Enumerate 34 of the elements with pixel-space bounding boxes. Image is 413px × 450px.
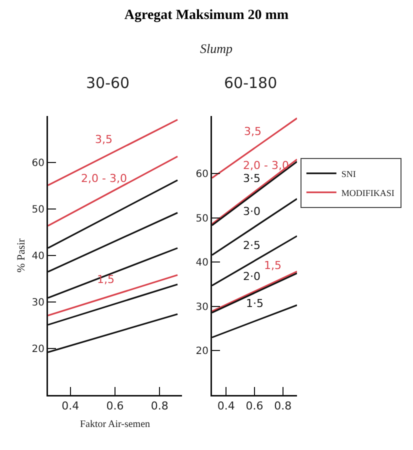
x-tick-label: 0.4 bbox=[62, 400, 80, 413]
annotation: 2·0 bbox=[243, 270, 260, 283]
annotation: 1·5 bbox=[246, 297, 264, 310]
annotation: 2,0 - 3,0 bbox=[81, 172, 127, 185]
annotation: 3,5 bbox=[95, 133, 112, 146]
y-tick-label: 40 bbox=[32, 251, 44, 262]
x-tick-label: 0.6 bbox=[106, 400, 124, 413]
x-tick-label: 0.8 bbox=[150, 400, 168, 413]
legend-label: MODIFIKASI bbox=[341, 188, 394, 198]
y-tick-label: 60 bbox=[32, 158, 44, 169]
y-tick-label: 20 bbox=[196, 346, 208, 358]
annotation: 3,5 bbox=[244, 125, 262, 138]
annotation: 2·5 bbox=[243, 239, 260, 252]
x-tick-label: 0.4 bbox=[217, 400, 235, 413]
y-tick-label: 60 bbox=[196, 169, 208, 180]
y-tick-label: 50 bbox=[32, 204, 44, 216]
annotation: 3·5 bbox=[243, 172, 260, 185]
y-tick-label: 40 bbox=[196, 258, 208, 269]
annotation: 3·0 bbox=[243, 205, 260, 218]
annotation: 1,5 bbox=[264, 259, 282, 272]
chart-subtitle: 60-180 bbox=[224, 74, 278, 92]
x-tick-label: 0.6 bbox=[246, 400, 264, 413]
chart-subtitle: 30-60 bbox=[86, 74, 130, 92]
chart-title: Agregat Maksimum 20 mm bbox=[123, 8, 290, 24]
x-axis-title: Faktor Air-semen bbox=[80, 418, 150, 430]
y-tick-label: 30 bbox=[196, 302, 208, 313]
y-tick-label: 30 bbox=[32, 298, 44, 308]
y-axis-title: % Pasir bbox=[16, 238, 28, 272]
text: Slump bbox=[200, 41, 233, 56]
y-tick-label: 20 bbox=[32, 344, 44, 355]
x-tick-label: 0.8 bbox=[274, 400, 292, 413]
y-tick-label: 50 bbox=[196, 213, 208, 224]
legend-label: SNI bbox=[341, 168, 356, 179]
annotation: 1,5 bbox=[97, 273, 114, 286]
